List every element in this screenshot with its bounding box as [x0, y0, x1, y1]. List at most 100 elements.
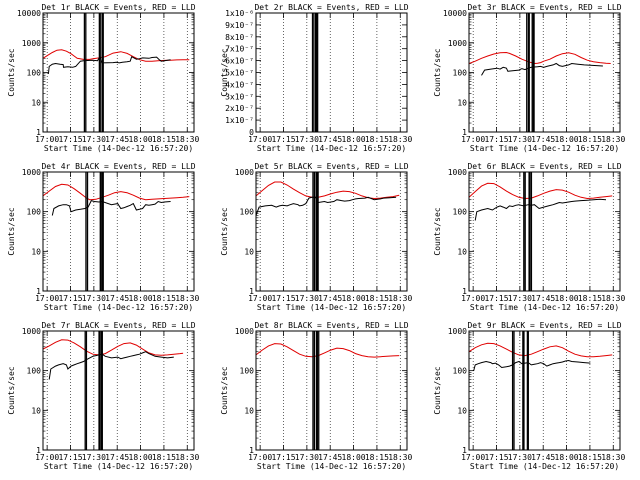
- x-tick-label: 17:15: [484, 453, 508, 462]
- x-tick-label: 17:45: [105, 135, 129, 144]
- events-series-line: [481, 62, 603, 76]
- x-axis-label: Start Time (14-Dec-12 16:57:20): [257, 144, 406, 153]
- x-tick-label: 17:15: [484, 294, 508, 303]
- y-axis-label: Counts/sec: [7, 207, 16, 255]
- x-tick-label: 18:00: [555, 453, 579, 462]
- x-tick-label: 18:15: [152, 135, 176, 144]
- y-tick-label: 10: [244, 406, 254, 415]
- x-tick-label: 18:30: [388, 294, 412, 303]
- plot-frame: [255, 171, 408, 292]
- x-tick-label: 18:00: [342, 453, 366, 462]
- x-tick-label: 17:45: [318, 453, 342, 462]
- x-tick-label: 17:45: [105, 294, 129, 303]
- panel-title: Det 8r BLACK = Events, RED = LLD: [254, 321, 408, 330]
- y-tick-label: 100: [453, 367, 468, 376]
- panel-title: Det 4r BLACK = Events, RED = LLD: [41, 162, 195, 171]
- y-tick-label: 1000: [235, 168, 254, 177]
- panel-title: Det 1r BLACK = Events, RED = LLD: [41, 3, 195, 12]
- y-tick-label: 10: [31, 98, 41, 107]
- y-tick-label: 1000: [448, 168, 467, 177]
- x-axis-label: Start Time (14-Dec-12 16:57:20): [470, 303, 619, 312]
- y-tick-label: 1: [36, 446, 41, 455]
- x-tick-label: 17:15: [271, 135, 295, 144]
- y-axis-label: Counts/sec: [433, 366, 442, 414]
- detector-panel-2: Det 2r BLACK = Events, RED = LLD 0 1x10⁻⁷ 2…: [220, 3, 412, 153]
- x-tick-label: 18:30: [601, 135, 625, 144]
- lld-series-line: [469, 182, 613, 200]
- x-tick-label: 18:15: [578, 294, 602, 303]
- y-tick-label: 2x10⁻⁷: [225, 104, 254, 113]
- x-tick-label: 17:45: [531, 294, 555, 303]
- events-series-line: [473, 359, 591, 371]
- y-axis-label: Counts/sec: [433, 207, 442, 255]
- y-tick-label: 10: [457, 98, 467, 107]
- x-axis-label: Start Time (14-Dec-12 16:57:20): [44, 144, 193, 153]
- x-tick-label: 18:15: [365, 135, 389, 144]
- x-tick-label: 17:30: [508, 135, 532, 144]
- x-tick-label: 18:00: [555, 294, 579, 303]
- detector-panel-9: Det 9r BLACK = Events, RED = LLD 1 10 100 10…: [433, 321, 625, 471]
- y-tick-label: 1000: [22, 168, 41, 177]
- y-tick-label: 10: [457, 406, 467, 415]
- x-axis-label: Start Time (14-Dec-12 16:57:20): [470, 144, 619, 153]
- plot-frame: [468, 330, 621, 451]
- x-axis-label: Start Time (14-Dec-12 16:57:20): [257, 462, 406, 471]
- plot-frame: [255, 330, 408, 451]
- y-tick-label: 10: [31, 247, 41, 256]
- y-tick-label: 100: [240, 367, 255, 376]
- x-tick-label: 17:00: [35, 294, 59, 303]
- x-axis-label: Start Time (14-Dec-12 16:57:20): [44, 303, 193, 312]
- x-tick-label: 17:00: [35, 135, 59, 144]
- lld-series-line: [43, 183, 190, 201]
- x-tick-label: 17:15: [58, 453, 82, 462]
- x-tick-label: 17:30: [295, 294, 319, 303]
- panel-title: Det 3r BLACK = Events, RED = LLD: [467, 3, 621, 12]
- events-series-line: [474, 198, 607, 221]
- x-tick-label: 18:00: [342, 294, 366, 303]
- y-axis-label: Counts/sec: [220, 48, 229, 96]
- y-tick-label: 1x10⁻⁶: [225, 9, 254, 18]
- y-tick-label: 3x10⁻⁷: [225, 92, 254, 101]
- x-tick-label: 17:00: [35, 453, 59, 462]
- x-tick-label: 18:30: [601, 294, 625, 303]
- x-tick-label: 18:15: [578, 453, 602, 462]
- x-axis-label: Start Time (14-Dec-12 16:57:20): [470, 462, 619, 471]
- x-tick-label: 17:15: [58, 294, 82, 303]
- x-tick-label: 18:30: [175, 453, 199, 462]
- x-tick-label: 17:30: [82, 135, 106, 144]
- x-tick-label: 17:00: [461, 135, 485, 144]
- plot-frame: [42, 12, 195, 133]
- y-tick-label: 1000: [22, 39, 41, 48]
- detector-panel-8: Det 8r BLACK = Events, RED = LLD 1 10 100 10…: [220, 321, 412, 471]
- x-tick-label: 18:30: [175, 294, 199, 303]
- x-tick-label: 17:30: [82, 453, 106, 462]
- lld-series-line: [256, 181, 400, 200]
- x-tick-label: 18:00: [342, 135, 366, 144]
- y-tick-label: 10: [457, 247, 467, 256]
- panel-title: Det 6r BLACK = Events, RED = LLD: [467, 162, 621, 171]
- events-series-line: [48, 351, 174, 380]
- detector-panel-5: Det 5r BLACK = Events, RED = LLD 1 10 100 10…: [220, 162, 412, 312]
- x-tick-label: 18:30: [601, 453, 625, 462]
- y-tick-label: 100: [240, 208, 255, 217]
- x-tick-label: 18:00: [129, 294, 153, 303]
- y-tick-label: 10000: [17, 9, 41, 18]
- x-tick-label: 17:15: [271, 294, 295, 303]
- x-tick-label: 17:45: [318, 135, 342, 144]
- y-tick-label: 1: [36, 128, 41, 137]
- x-tick-label: 17:00: [461, 453, 485, 462]
- y-tick-label: 100: [453, 208, 468, 217]
- plot-frame: [42, 330, 195, 451]
- plot-frame: [468, 171, 621, 292]
- y-tick-label: 1x10⁻⁷: [225, 116, 254, 125]
- x-tick-label: 18:15: [365, 294, 389, 303]
- x-tick-label: 17:15: [484, 135, 508, 144]
- y-tick-label: 1: [36, 287, 41, 296]
- x-tick-label: 18:00: [555, 135, 579, 144]
- lld-series-line: [469, 342, 613, 358]
- detector-panel-1: Det 1r BLACK = Events, RED = LLD 1 10 100 10…: [7, 3, 199, 153]
- x-tick-label: 17:30: [295, 453, 319, 462]
- x-tick-label: 17:15: [58, 135, 82, 144]
- y-tick-label: 100: [27, 69, 42, 78]
